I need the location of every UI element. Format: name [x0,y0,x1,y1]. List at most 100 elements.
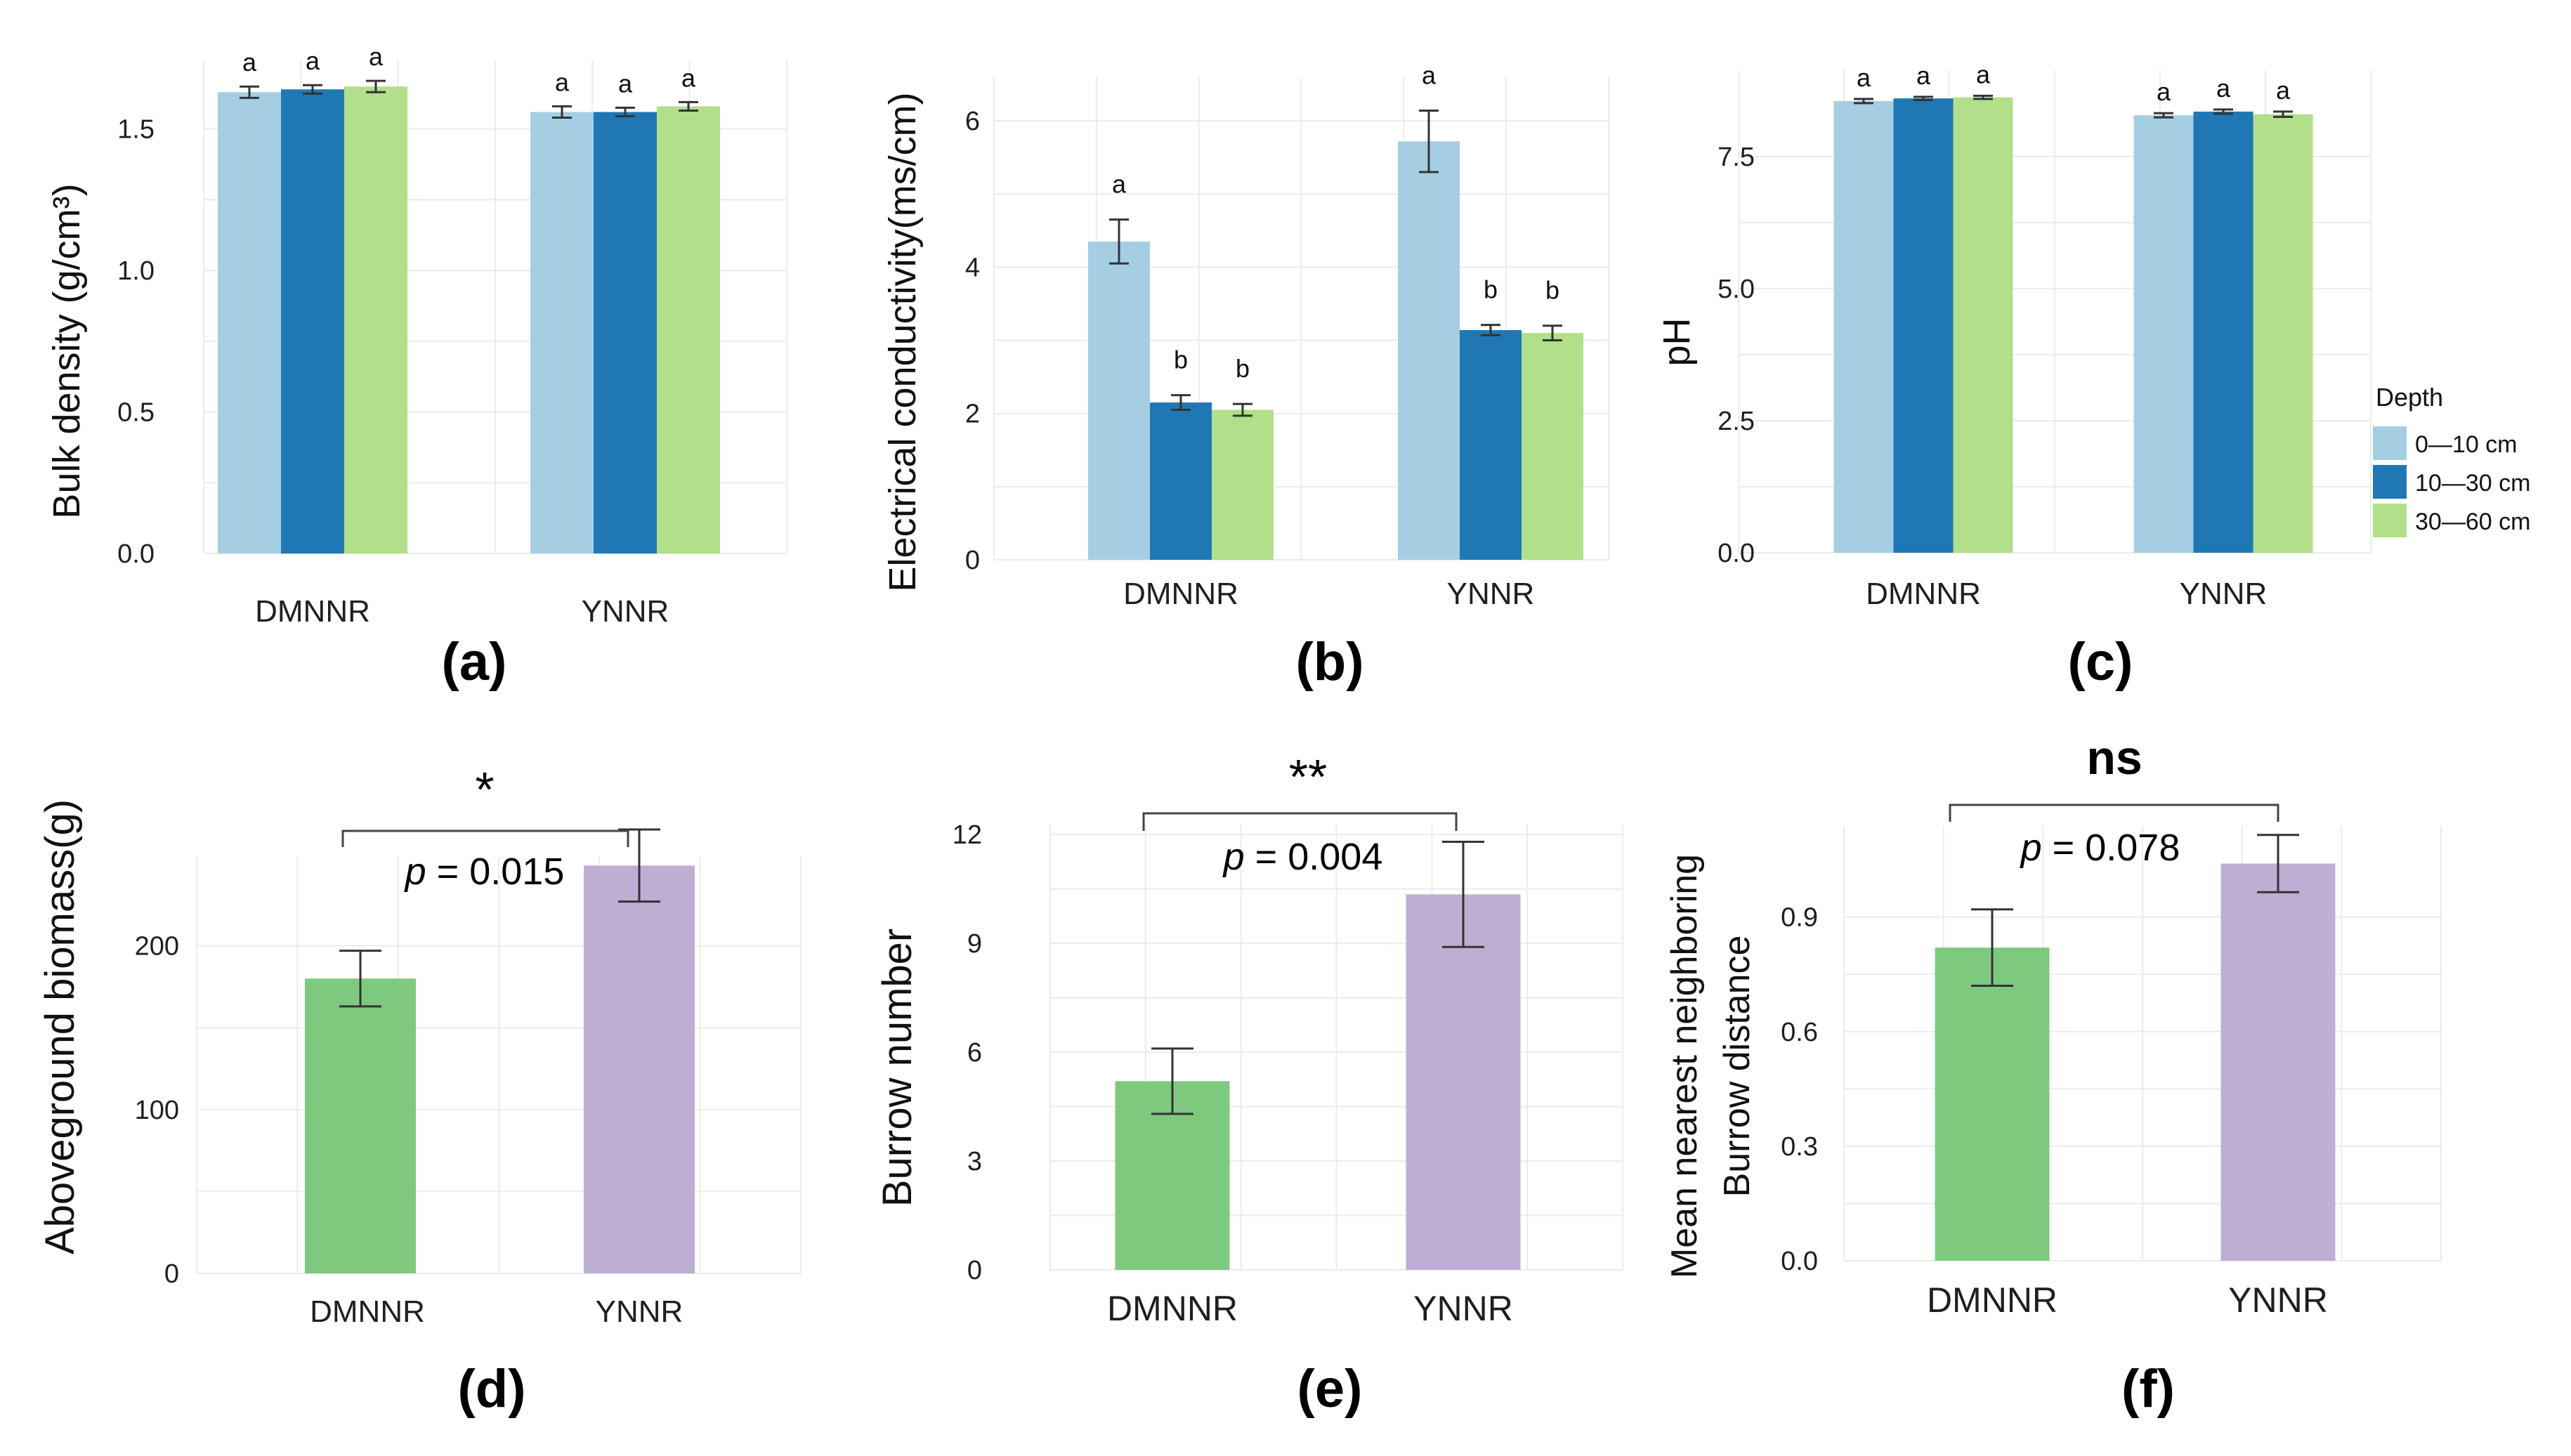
bar-ynnr-10-30 [594,112,657,554]
chart-e-xlabel-dmnnr: DMNNR [1107,1289,1238,1328]
legend-item-30-60: 30—60 cm [2415,509,2530,535]
significance-letter: a [555,67,570,96]
chart-e-p-value: p = 0.004 [1222,836,1383,878]
error-bar [2273,110,2293,118]
chart-f-ytick: 0.6 [1781,1018,1818,1047]
chart-c-xlabel-dmnnr: DMNNR [1866,577,1981,611]
chart-f-significance-bracket [1949,804,2279,822]
chart-c-ytick: 0.0 [1718,539,1755,568]
chart-a-ytick: 0.0 [117,539,155,569]
bar-ynnr-10-30 [1460,329,1522,560]
chart-b-xlabel-dmnnr: DMNNR [1123,577,1238,611]
error-bar [2213,108,2233,115]
significance-letter: a [1857,63,1871,92]
chart-f-ylabel-line1: Mean nearest neighboring [1664,854,1705,1278]
significance-letter: a [1916,61,1931,90]
chart-f-ytick: 0.9 [1781,903,1818,933]
chart-e-ytick: 12 [953,820,982,850]
error-bar [2154,112,2173,119]
chart-a-xlabel-ynnr: YNNR [582,594,669,629]
chart-e-panel-label: (e) [1297,1359,1363,1419]
chart-d-ytick: 100 [135,1096,179,1125]
bar-dmnnr [305,978,416,1273]
chart-a-ytick: 1.0 [117,256,155,286]
error-bar [1971,908,2013,987]
significance-letter: a [681,63,696,92]
chart-e-ytick: 6 [967,1038,982,1068]
legend-swatch-0-10 [2373,426,2407,460]
bar-ynnr [2220,863,2336,1261]
significance-letter: a [2276,76,2291,105]
chart-a-ylabel: Bulk density (g/cm³) [46,183,88,518]
chart-e-p-number: = 0.004 [1245,836,1383,878]
error-bar [1481,324,1500,336]
legend-item-0-10: 0—10 cm [2415,431,2518,458]
chart-a-xlabel-dmnnr: DMNNR [255,594,370,629]
chart-b-ylabel: Electrical conductivity(ms/cm) [882,92,924,591]
bar-ynnr-0-10 [2133,115,2194,553]
chart-f-xlabel-dmnnr: DMNNR [1927,1280,2058,1320]
significance-letter: a [306,46,320,75]
chart-f-ytick: 0.3 [1781,1132,1818,1162]
chart-a-panel-label: (a) [442,632,507,692]
chart-f-p-value: p = 0.078 [2020,827,2180,869]
legend: Depth 0—10 cm 10—30 cm 30—60 cm [2373,383,2530,537]
chart-c-xlabel-ynnr: YNNR [2180,577,2268,611]
chart-d-panel-label: (d) [457,1359,525,1419]
chart-d-ylabel: Aboveground biomass(g) [37,799,83,1254]
chart-a-ytick: 1.5 [117,115,155,145]
chart-f-p-symbol: p [2020,827,2042,869]
chart-f-p-number: = 0.078 [2042,827,2180,869]
error-bar [2257,834,2299,893]
bar-dmnnr-0-10 [1088,241,1150,560]
chart-e-ytick: 3 [967,1147,982,1176]
chart-d-significance-mark: * [475,762,494,817]
chart-a-ytick: 0.5 [117,398,155,428]
chart-d-xlabel-ynnr: YNNR [596,1294,683,1329]
error-bar [1171,394,1191,411]
significance-letter: a [1422,60,1437,89]
significance-letter: b [1236,354,1250,383]
chart-c-ytick: 5.0 [1718,275,1755,304]
chart-b-xlabel-ynnr: YNNR [1447,577,1535,611]
chart-b-ytick: 6 [965,107,980,136]
significance-letter: b [1174,346,1188,374]
chart-c-ylabel: pH [1656,317,1698,366]
error-bar [240,85,259,99]
error-bar [1419,109,1439,173]
significance-letter: a [2216,74,2231,103]
legend-title: Depth [2376,383,2443,412]
legend-swatch-30-60 [2373,504,2407,537]
chart-c-ytick: 7.5 [1718,143,1755,172]
chart-d-p-value: p = 0.015 [404,851,565,893]
chart-d-p-number: = 0.015 [426,851,565,893]
error-bar [1442,841,1484,948]
chart-d-ytick: 0 [164,1259,179,1289]
chart-d-p-symbol: p [404,851,426,893]
error-bar [303,84,322,95]
chart-b-panel-label: (b) [1295,632,1363,692]
error-bar [1543,324,1562,342]
bar-dmnnr [1935,947,2050,1261]
chart-f-significance-mark: ns [2086,731,2142,785]
chart-e-p-symbol: p [1222,836,1245,878]
significance-letter: b [1545,276,1559,305]
chart-f-ytick: 0.0 [1781,1247,1818,1276]
chart-f-panel-label: (f) [2121,1359,2175,1419]
bar-dmnnr-30-60 [1953,97,2013,553]
error-bar [1913,96,1933,101]
error-bar [1854,98,1873,105]
chart-e: 0 3 6 9 12 Burrow number DMNNR YNNR (e) ** p… [875,749,1623,1419]
significance-letter: a [1976,60,1991,88]
error-bar [615,106,635,118]
significance-letter: a [618,69,633,98]
chart-e-ytick: 9 [967,929,982,959]
error-bar [1233,402,1252,417]
significance-letter: a [369,42,384,71]
bar-dmnnr-10-30 [1150,402,1212,560]
significance-letter: b [1484,275,1498,304]
error-bar [1151,1047,1193,1115]
chart-f-xlabel-ynnr: YNNR [2228,1280,2328,1320]
chart-f-ylabel-line2: Burrow distance [1717,936,1758,1198]
